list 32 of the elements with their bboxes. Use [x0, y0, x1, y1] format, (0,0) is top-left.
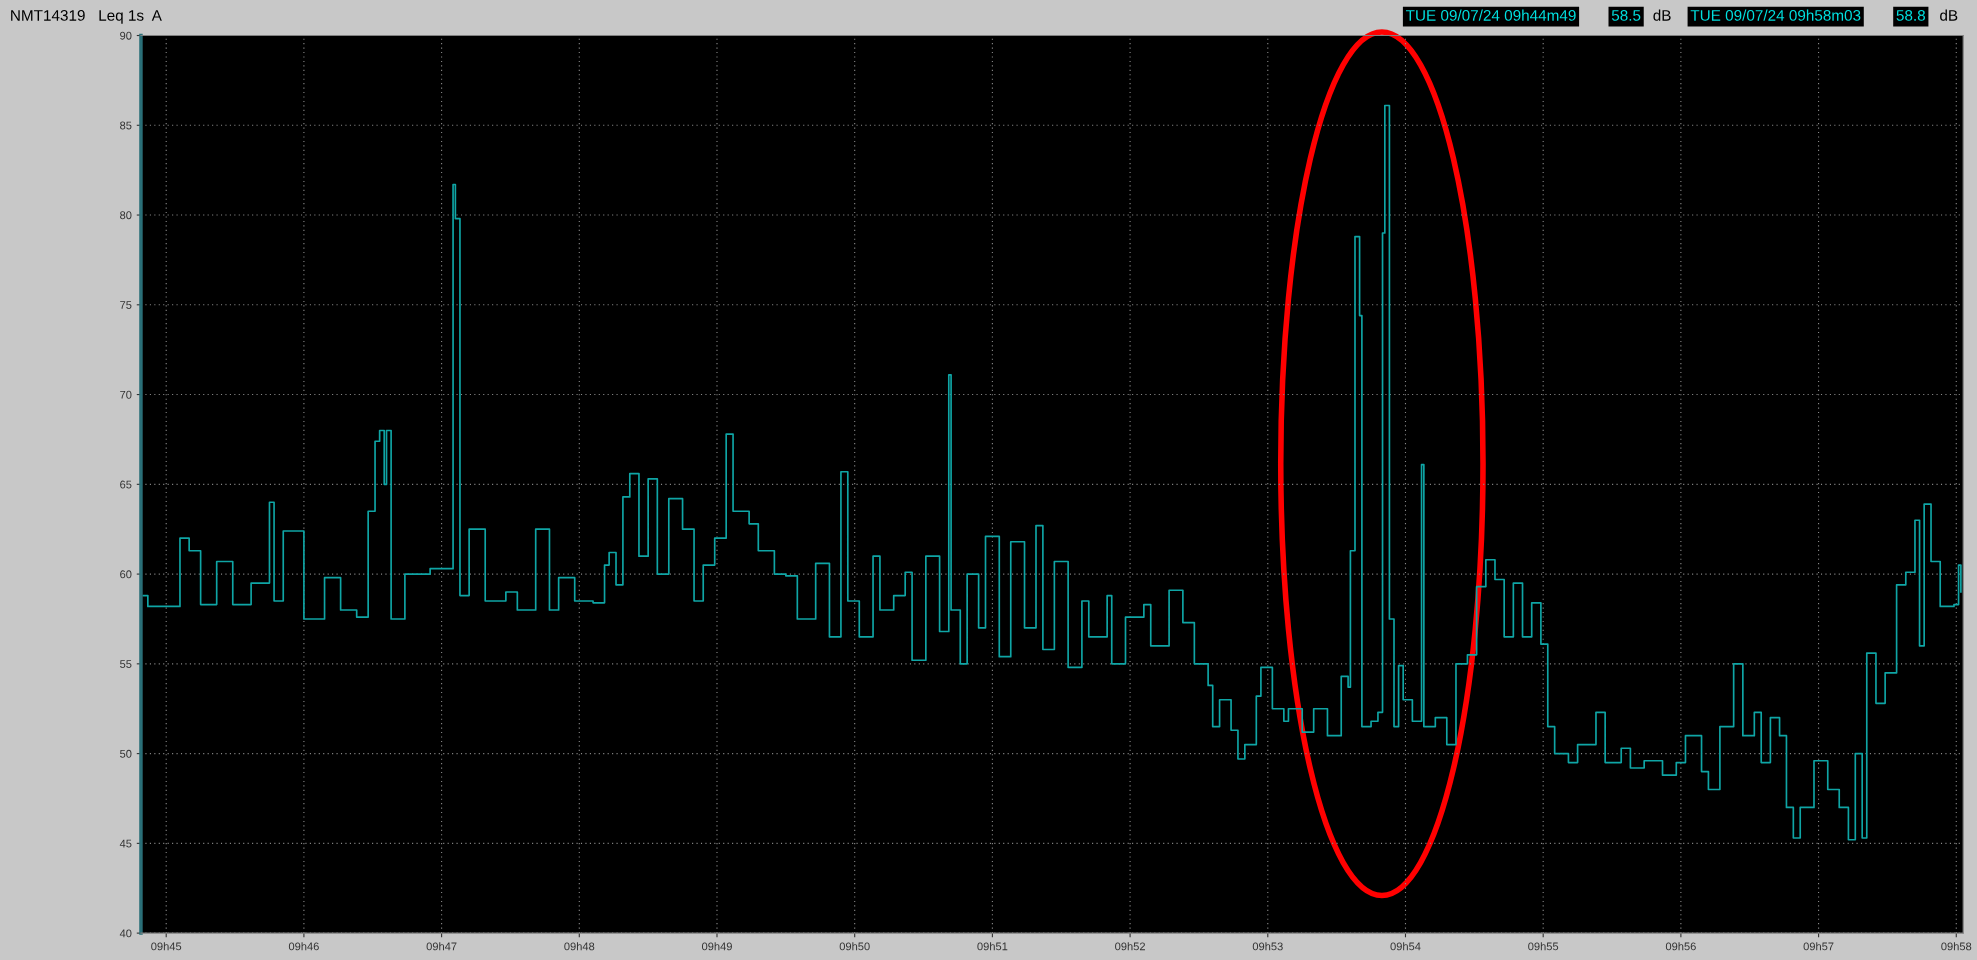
chart-title: NMT14319 Leq 1s A [11, 10, 162, 24]
y-tick-label: 70 [120, 390, 132, 399]
x-tick-label: 09h45 [151, 942, 182, 951]
y-tick-label: 90 [120, 31, 132, 40]
y-tick-label: 45 [119, 839, 132, 848]
x-tick-label: 09h58 [1941, 942, 1972, 951]
y-tick-label: 60 [120, 570, 132, 579]
y-tick-label: 85 [120, 121, 132, 130]
x-tick-label: 09h52 [1115, 942, 1145, 951]
x-tick-label: 09h56 [1665, 942, 1696, 951]
x-tick-label: 09h47 [426, 942, 457, 951]
x-tick-label: 09h55 [1528, 942, 1559, 951]
y-tick-label: 55 [120, 660, 132, 668]
text: 58.8 [1896, 10, 1926, 21]
text: dB [1653, 9, 1671, 21]
y-tick-label: 75 [120, 301, 132, 309]
x-tick-label: 09h48 [564, 942, 595, 951]
text: dB [1940, 9, 1958, 21]
text: TUE 09/07/24 09h44m49 [1405, 9, 1576, 21]
y-tick-label: 50 [120, 749, 132, 758]
text: 58.5 [1611, 10, 1641, 21]
x-tick-label: 09h57 [1803, 942, 1834, 951]
x-tick-label: 09h54 [1390, 942, 1421, 951]
x-tick-label: 09h49 [701, 942, 732, 951]
y-tick-label: 80 [120, 211, 132, 220]
y-tick-label: 40 [119, 929, 132, 938]
x-tick-label: 09h50 [839, 942, 870, 951]
x-tick-label: 09h53 [1252, 942, 1283, 951]
x-tick-label: 09h51 [977, 942, 1008, 951]
x-tick-label: 09h46 [288, 942, 319, 951]
text: TUE 09/07/24 09h58m03 [1690, 9, 1861, 21]
y-tick-label: 65 [120, 480, 132, 489]
